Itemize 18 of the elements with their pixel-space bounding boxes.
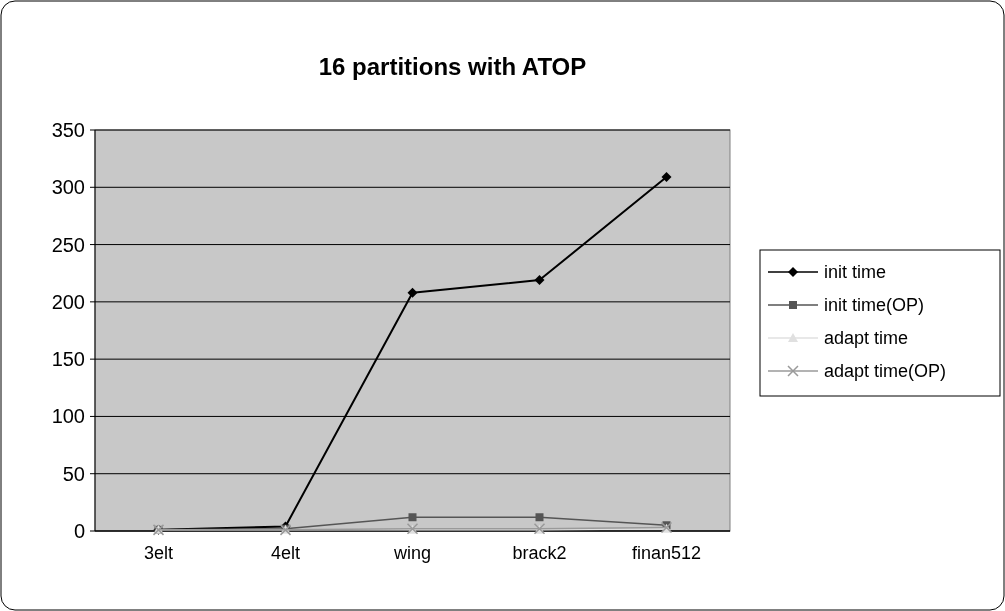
y-tick-label: 350 <box>51 119 85 141</box>
y-tick-label: 250 <box>51 233 85 256</box>
y-tick-label: 100 <box>51 405 85 428</box>
x-tick-label: brack2 <box>512 543 567 563</box>
x-tick-label: finan512 <box>631 543 702 563</box>
legend-label: init time <box>824 262 887 283</box>
y-tick-label: 50 <box>62 462 85 485</box>
y-tick-label: 0 <box>73 520 85 542</box>
legend-label: init time(OP) <box>824 295 925 316</box>
y-tick-label: 200 <box>51 290 85 313</box>
legend-label: adapt time <box>824 328 909 349</box>
x-tick-label: 4elt <box>270 543 301 563</box>
y-tick-label: 300 <box>51 176 85 199</box>
chart-title: 16 partitions with ATOP <box>318 53 587 80</box>
legend-label: adapt time(OP) <box>824 361 947 382</box>
y-tick-label: 150 <box>51 348 85 371</box>
x-tick-label: 3elt <box>143 543 174 563</box>
x-tick-label: wing <box>392 543 432 563</box>
